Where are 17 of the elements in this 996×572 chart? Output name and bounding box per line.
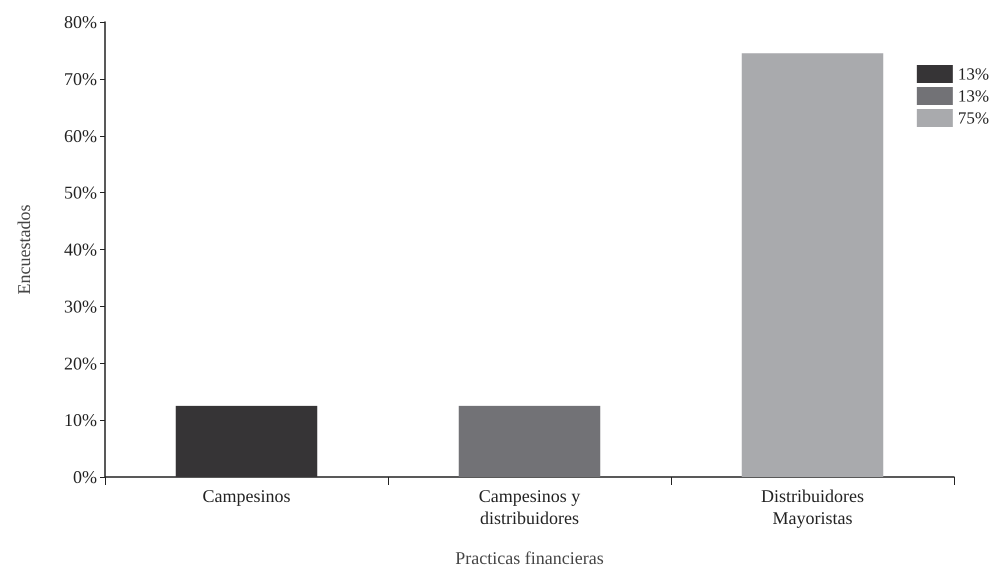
y-tick-label: 10% bbox=[64, 410, 97, 430]
y-tick-label: 40% bbox=[64, 240, 97, 260]
x-tick-label: Campesinos bbox=[202, 486, 290, 506]
x-tick-label: Distribuidores Mayoristas bbox=[761, 486, 864, 528]
legend-label: 75% bbox=[958, 108, 990, 128]
y-tick-label: 0% bbox=[73, 467, 97, 487]
y-tick-label: 30% bbox=[64, 296, 97, 316]
x-axis-title: Practicas financieras bbox=[455, 548, 604, 568]
x-tick-label: Campesinos y distribuidores bbox=[478, 486, 580, 528]
y-tick-label: 80% bbox=[64, 12, 97, 32]
y-tick-label: 50% bbox=[64, 182, 97, 203]
y-tick-label: 70% bbox=[64, 68, 97, 89]
y-tick-label: 20% bbox=[64, 353, 97, 374]
y-axis-title: Encuestados bbox=[14, 204, 34, 294]
legend-label: 13% bbox=[958, 64, 990, 84]
legend-label: 13% bbox=[958, 86, 990, 106]
y-tick-label: 60% bbox=[64, 126, 97, 146]
